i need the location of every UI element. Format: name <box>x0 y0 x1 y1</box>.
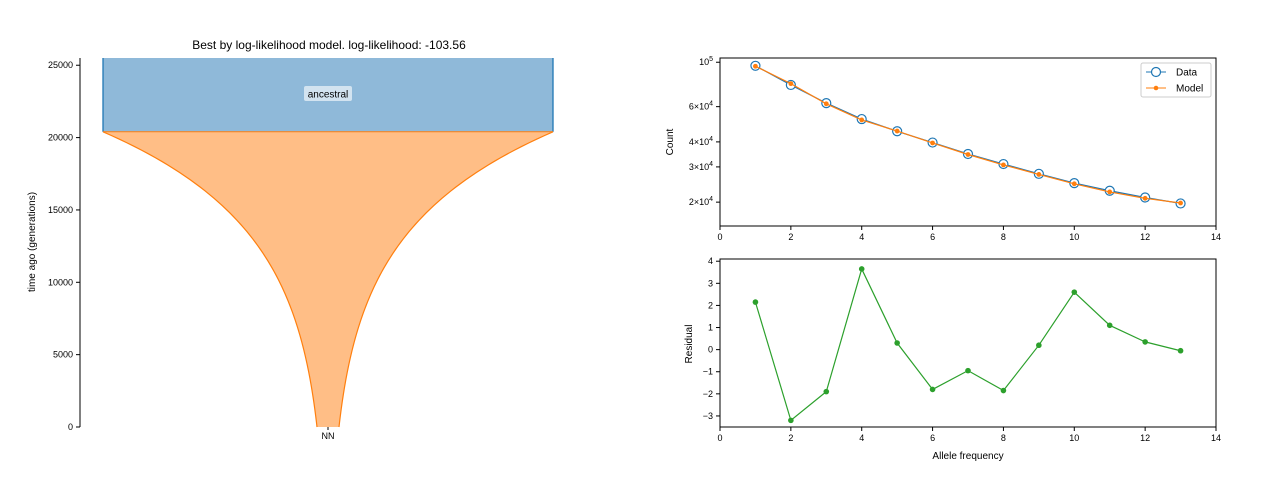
demography-y-tick-label: 25000 <box>48 60 73 70</box>
demography-y-tick-label: 0 <box>68 422 73 432</box>
residual-point <box>858 266 865 272</box>
residual-point <box>894 340 900 346</box>
sfs-y-tick-label: 6×104 <box>689 101 713 112</box>
residual-x-tick-label: 12 <box>1140 433 1150 443</box>
residual-x-tick-label: 10 <box>1069 433 1079 443</box>
residual-point <box>1142 339 1148 345</box>
legend-model-marker <box>1153 85 1159 91</box>
sfs-data-line <box>755 65 1181 205</box>
demography-x-tick-label: NN <box>322 431 335 441</box>
residual-y-tick-label: −3 <box>703 411 713 421</box>
demography-title: Best by log-likelihood model. log-likeli… <box>192 38 466 52</box>
demography-y-tick-label: 5000 <box>53 350 73 360</box>
residual-point <box>752 299 759 305</box>
residual-y-tick-label: 3 <box>708 278 713 288</box>
sfs-panel: Count 0 2 4 6 8 10 12 14 2×104 3×104 4×104 6×104 105… <box>665 56 1221 242</box>
residual-plot-frame <box>719 258 1217 428</box>
sfs-x-tick-label: 14 <box>1211 232 1221 242</box>
residual-point <box>823 388 830 395</box>
residual-point <box>1036 342 1042 349</box>
sfs-model-point <box>1178 200 1183 206</box>
sfs-model-point <box>753 63 758 69</box>
nn-epoch <box>103 131 553 428</box>
sfs-model-line <box>755 65 1181 204</box>
residual-y-tick-label: −1 <box>703 367 713 377</box>
sfs-model-point <box>965 152 971 157</box>
residual-y-tick-label: 0 <box>708 345 713 355</box>
residual-point <box>1000 387 1007 394</box>
sfs-x-tick-label: 2 <box>788 232 793 242</box>
demography-panel: Best by log-likelihood model. log-likeli… <box>27 38 554 441</box>
sfs-x-tick-label: 8 <box>1001 232 1006 242</box>
sfs-y-tick-label: 2×104 <box>689 196 713 207</box>
residual-y-tick-label: −2 <box>703 389 713 399</box>
sfs-model-point <box>1142 195 1148 201</box>
demography-y-tick-label: 20000 <box>48 133 73 143</box>
sfs-model-point <box>1001 162 1006 168</box>
demography-y-tick-label: 15000 <box>48 205 73 215</box>
residual-x-tick-label: 2 <box>788 433 793 443</box>
sfs-model-point <box>859 117 865 123</box>
legend-data-marker <box>1150 66 1162 78</box>
sfs-model-point <box>930 140 935 146</box>
sfs-model-point <box>1071 181 1077 187</box>
demography-y-tick-label: 10000 <box>48 277 73 287</box>
residual-x-tick-label: 0 <box>717 433 722 443</box>
sfs-x-tick-label: 12 <box>1140 232 1150 242</box>
residual-x-tick-label: 4 <box>859 433 864 443</box>
residual-x-tick-label: 6 <box>930 433 935 443</box>
sfs-model-point <box>823 101 829 107</box>
sfs-x-tick-label: 0 <box>717 232 722 242</box>
ancestral-label-box <box>304 86 352 101</box>
nn-left-edge <box>102 131 318 428</box>
sfs-x-tick-label: 6 <box>930 232 935 242</box>
sfs-model-point <box>894 128 900 134</box>
sfs-model-point <box>788 81 794 87</box>
sfs-model-point <box>1036 172 1042 177</box>
residual-point <box>1177 347 1184 354</box>
sfs-y-axis-label: Count <box>665 128 676 155</box>
nn-right-edge <box>338 131 554 428</box>
residual-y-tick-label: 2 <box>708 300 713 310</box>
residual-y-tick-label: 4 <box>708 256 713 266</box>
sfs-y-tick-label: 105 <box>699 56 713 67</box>
residual-x-tick-label: 14 <box>1211 433 1221 443</box>
ancestral-label: ancestral <box>308 90 349 101</box>
residual-point <box>965 367 971 374</box>
residual-x-tick-label: 8 <box>1001 433 1006 443</box>
legend-data-label: Data <box>1176 68 1198 79</box>
residual-point <box>788 417 794 424</box>
residual-panel: Residual Allele frequency 0 2 4 6 8 10 12 14−3−… <box>684 256 1221 462</box>
residual-point <box>1071 289 1078 295</box>
residual-x-axis-label: Allele frequency <box>932 451 1003 462</box>
sfs-x-tick-label: 10 <box>1069 232 1079 242</box>
residual-point <box>929 386 936 393</box>
sfs-x-tick-label: 4 <box>859 232 864 242</box>
residual-y-axis-label: Residual <box>684 325 695 364</box>
residual-line <box>754 267 1181 422</box>
residual-point <box>1106 322 1113 329</box>
sfs-model-point <box>1107 189 1113 195</box>
sfs-y-tick-label: 4×104 <box>689 136 713 147</box>
residual-y-tick-label: 1 <box>708 323 713 333</box>
demography-y-axis-label: time ago (generations) <box>27 192 38 292</box>
legend-model-label: Model <box>1176 84 1203 95</box>
sfs-legend: Data Model <box>1140 62 1212 98</box>
sfs-y-tick-label: 3×104 <box>689 161 713 172</box>
